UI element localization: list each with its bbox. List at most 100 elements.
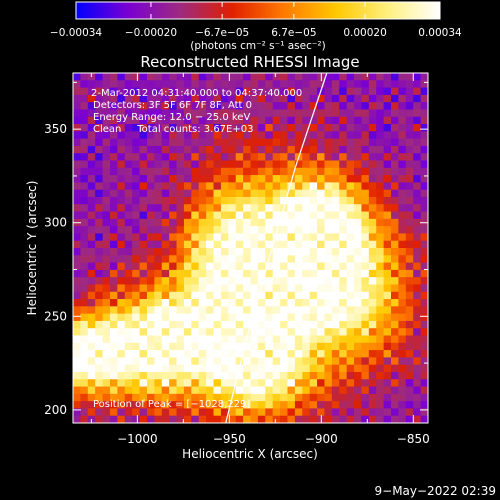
heatmap-cell [413, 313, 422, 322]
heatmap-cell [413, 269, 422, 278]
heatmap-cell [146, 328, 155, 337]
heatmap-cell [294, 138, 303, 147]
heatmap-cell [176, 116, 185, 125]
heatmap-cell [272, 131, 281, 140]
heatmap-cell [354, 284, 363, 293]
heatmap-cell [206, 124, 215, 132]
heatmap-cell [183, 175, 192, 183]
heatmap-cell [361, 131, 370, 140]
heatmap-cell [354, 328, 363, 337]
heatmap-cell [250, 386, 259, 395]
heatmap-cell [198, 204, 207, 213]
heatmap-cell [73, 313, 81, 322]
heatmap-cell [265, 153, 274, 162]
heatmap-cell [109, 138, 118, 147]
heatmap-cell [309, 240, 318, 249]
heatmap-cell [87, 80, 96, 89]
heatmap-cell [235, 342, 244, 351]
heatmap-cell [161, 328, 170, 337]
heatmap-cell [346, 255, 355, 264]
heatmap-cell [250, 175, 259, 183]
heatmap-cell [361, 320, 370, 329]
heatmap-cell [309, 102, 318, 111]
heatmap-cell [368, 401, 377, 410]
heatmap-cell [317, 364, 326, 373]
heatmap-cell [154, 167, 163, 176]
heatmap-cell [294, 350, 303, 358]
heatmap-cell [117, 87, 126, 96]
heatmap-cell [361, 357, 370, 366]
heatmap-cell [132, 160, 141, 169]
x-tick-label: −900 [305, 432, 338, 446]
heatmap-cell [235, 415, 244, 423]
heatmap-cell [206, 160, 215, 169]
heatmap-cell [420, 160, 428, 169]
heatmap-cell [331, 145, 340, 154]
heatmap-cell [250, 320, 259, 329]
heatmap-cell [265, 335, 274, 344]
heatmap-cell [183, 415, 192, 423]
heatmap-cell [413, 262, 422, 271]
heatmap-cell [324, 299, 333, 307]
heatmap-cell [302, 73, 311, 81]
heatmap-cell [339, 182, 348, 191]
heatmap-cell [169, 233, 178, 242]
heatmap-cell [391, 299, 400, 307]
heatmap-cell [265, 291, 274, 300]
heatmap-cell [146, 277, 155, 286]
heatmap-cell [243, 94, 252, 103]
heatmap-cell [80, 218, 89, 227]
heatmap-cell [272, 102, 281, 111]
heatmap-cell [413, 87, 422, 96]
heatmap-cell [265, 306, 274, 315]
heatmap-cell [391, 371, 400, 380]
heatmap-cell [302, 277, 311, 286]
heatmap-cell [272, 379, 281, 388]
heatmap-cell [376, 379, 385, 388]
heatmap-cell [250, 364, 259, 373]
heatmap-cell [146, 233, 155, 242]
heatmap-cell [243, 87, 252, 96]
heatmap-cell [206, 262, 215, 271]
heatmap-cell [124, 138, 133, 147]
heatmap-cell [420, 357, 428, 366]
heatmap-cell [243, 393, 252, 402]
heatmap-cell [294, 94, 303, 103]
heatmap-cell [324, 357, 333, 366]
heatmap-cell [102, 248, 111, 256]
heatmap-cell [405, 291, 414, 300]
heatmap-cell [176, 291, 185, 300]
heatmap-cell [361, 102, 370, 111]
heatmap-cell [154, 182, 163, 191]
heatmap-cell [124, 182, 133, 191]
heatmap-cell [339, 102, 348, 111]
heatmap-cell [361, 226, 370, 235]
heatmap-cell [102, 342, 111, 351]
heatmap-cell [257, 160, 266, 169]
heatmap-cell [176, 350, 185, 358]
heatmap-cell [250, 109, 259, 118]
heatmap-cell [265, 218, 274, 227]
heatmap-cell [206, 284, 215, 293]
heatmap-cell [361, 269, 370, 278]
heatmap-cell [272, 204, 281, 213]
colorbar-strip [75, 1, 441, 20]
heatmap-cell [198, 306, 207, 315]
heatmap-cell [376, 335, 385, 344]
heatmap-cell [265, 269, 274, 278]
heatmap-cell [139, 204, 148, 213]
heatmap-cell [339, 415, 348, 423]
heatmap-cell [124, 415, 133, 423]
heatmap-cell [191, 109, 200, 118]
heatmap-cell [228, 240, 237, 249]
heatmap-cell [287, 102, 296, 111]
heatmap-cell [294, 87, 303, 96]
heatmap-cell [331, 320, 340, 329]
heatmap-cell [302, 291, 311, 300]
heatmap-cell [235, 240, 244, 249]
heatmap-cell [235, 145, 244, 154]
heatmap-cell [243, 357, 252, 366]
heatmap-cell [80, 277, 89, 286]
heatmap-cell [169, 393, 178, 402]
heatmap-cell [287, 364, 296, 373]
